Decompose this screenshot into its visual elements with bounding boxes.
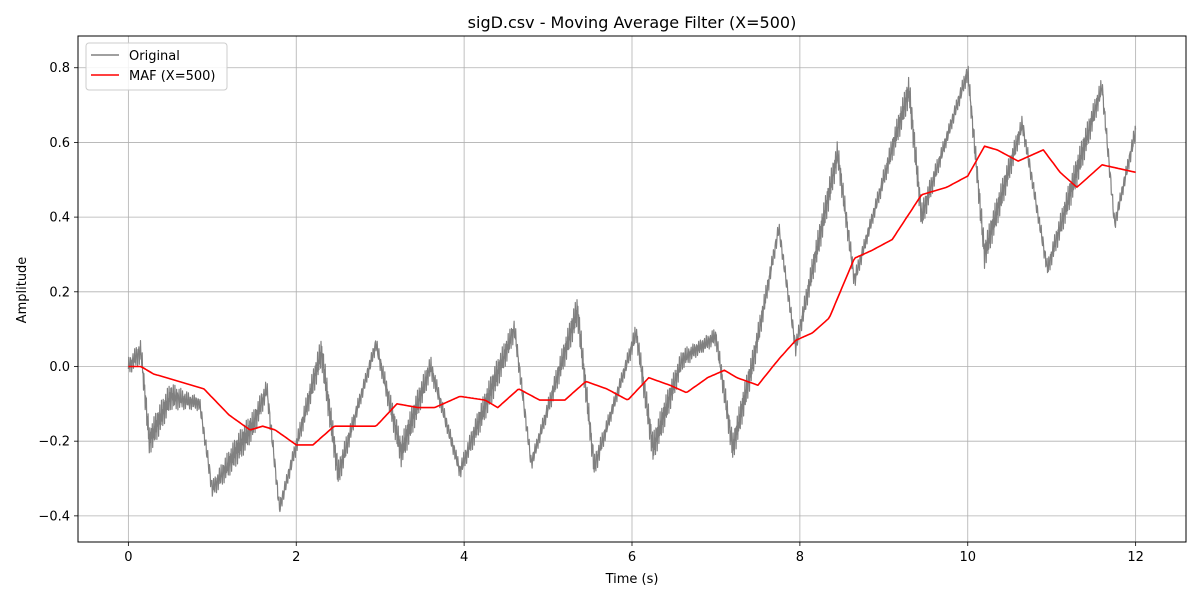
x-tick-label: 6 <box>628 550 636 565</box>
y-axis-label: Amplitude <box>15 257 30 324</box>
legend-box <box>85 42 228 91</box>
x-tick-label: 10 <box>959 550 976 565</box>
x-axis-label: Time (s) <box>605 572 659 587</box>
x-tick-label: 2 <box>292 550 300 565</box>
x-tick-label: 4 <box>460 550 468 565</box>
plot-area: 0 2 4 6 8 10 12 −0.4 −0.2 0.0 0.2 0.4 0.6 0.8 <box>38 35 1187 565</box>
y-tick-label: −0.4 <box>38 509 70 524</box>
y-tick-label: 0.4 <box>49 211 70 226</box>
grid <box>78 36 1186 542</box>
series-layer <box>127 65 1137 513</box>
y-tick-label: 0.2 <box>49 285 70 300</box>
chart-title: sigD.csv - Moving Average Filter (X=500) <box>468 13 797 32</box>
axis-ticks: 0 2 4 6 8 10 12 −0.4 −0.2 0.0 0.2 0.4 0.6 0.8 <box>38 61 1143 565</box>
legend-label-maf: MAF (X=500) <box>129 69 215 84</box>
series-line-original <box>127 65 1137 513</box>
x-tick-label: 12 <box>1127 550 1144 565</box>
series-line-maf <box>128 145 1136 446</box>
legend: Original MAF (X=500) <box>85 42 228 91</box>
y-tick-label: 0.0 <box>49 360 70 375</box>
x-tick-label: 8 <box>796 550 804 565</box>
y-tick-label: 0.8 <box>49 61 70 76</box>
legend-label-original: Original <box>129 49 180 64</box>
y-tick-label: −0.2 <box>38 435 70 450</box>
y-tick-label: 0.6 <box>49 136 70 151</box>
x-tick-label: 0 <box>124 550 132 565</box>
